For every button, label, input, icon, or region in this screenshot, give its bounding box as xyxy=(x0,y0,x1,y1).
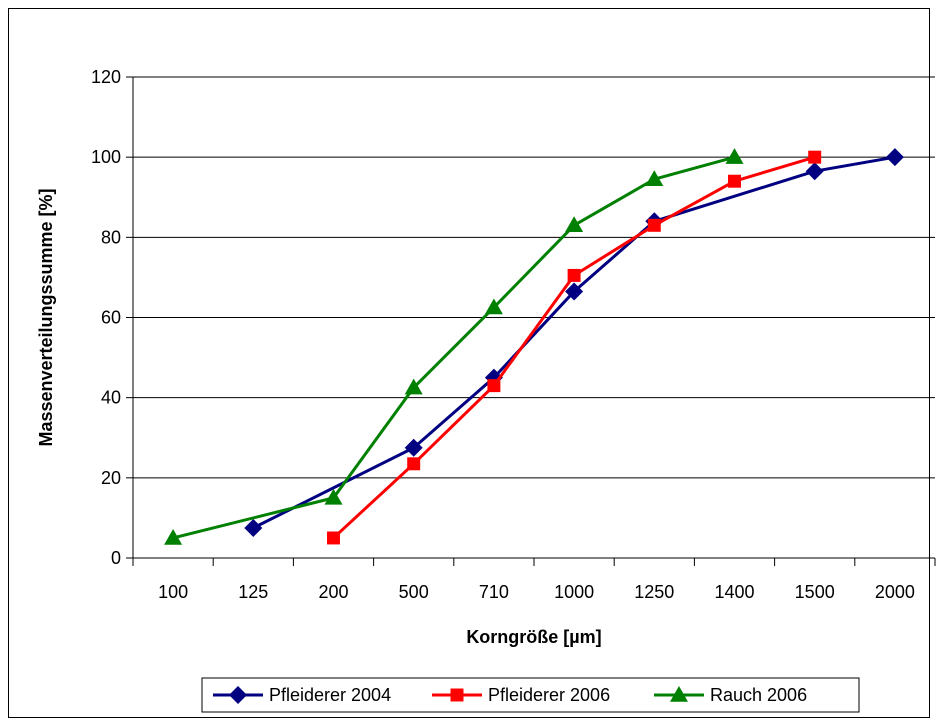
series-line xyxy=(332,155,816,540)
legend-swatch-marker xyxy=(450,688,464,702)
y-tick-label: 100 xyxy=(91,147,121,167)
legend-swatch-marker xyxy=(229,686,247,704)
series-0 xyxy=(244,148,904,537)
y-tick-label: 40 xyxy=(101,388,121,408)
x-tick-label: 1500 xyxy=(795,582,835,602)
x-tick-label: 1400 xyxy=(714,582,754,602)
series xyxy=(164,148,904,545)
y-tick-label: 0 xyxy=(111,548,121,568)
data-point xyxy=(885,148,904,167)
data-point xyxy=(164,528,183,545)
data-point xyxy=(244,518,263,537)
x-tick-label: 2000 xyxy=(875,582,915,602)
data-point xyxy=(484,298,503,315)
data-point xyxy=(647,218,661,232)
data-point xyxy=(728,174,741,188)
data-point xyxy=(565,216,584,233)
legend-box xyxy=(201,677,860,713)
data-point xyxy=(645,170,664,186)
data-point xyxy=(327,531,340,545)
series-2 xyxy=(164,148,744,545)
legend-label: Rauch 2006 xyxy=(710,685,807,705)
legend-label: Pfleiderer 2006 xyxy=(488,685,610,705)
x-axis-title: Korngröße [µm] xyxy=(466,627,601,647)
x-tick-label: 500 xyxy=(399,582,429,602)
legend-entry: Pfleiderer 2004 xyxy=(213,685,391,705)
data-point xyxy=(567,268,581,282)
series-line xyxy=(252,155,896,530)
y-tick-label: 20 xyxy=(101,468,121,488)
data-point xyxy=(805,162,824,181)
series-1 xyxy=(327,150,822,545)
x-tick-label: 710 xyxy=(479,582,509,602)
data-point xyxy=(404,378,423,395)
chart-frame xyxy=(8,8,930,718)
data-point xyxy=(407,457,421,471)
x-tick-label: 125 xyxy=(238,582,268,602)
y-tick-label: 60 xyxy=(101,308,121,328)
data-point xyxy=(487,379,501,393)
x-tick-label: 1250 xyxy=(634,582,674,602)
x-tick-label: 1000 xyxy=(554,582,594,602)
series-line xyxy=(172,155,735,540)
data-point xyxy=(404,438,423,457)
legend-entry: Pfleiderer 2006 xyxy=(432,685,610,705)
data-point xyxy=(725,148,744,164)
legend-swatch-marker xyxy=(670,686,688,702)
legend-label: Pfleiderer 2004 xyxy=(269,685,391,705)
data-point xyxy=(808,150,822,164)
tick-labels: 0 20 40 60 80 100 120 100 125 200 500 710 1000 1250 14… xyxy=(91,67,915,602)
legend: Pfleiderer 2004 Pfleiderer 2006 Rauch 2006 xyxy=(201,677,860,713)
data-point xyxy=(565,282,584,301)
y-tick-label: 80 xyxy=(101,227,121,247)
grid-lines xyxy=(133,76,935,479)
legend-entry: Rauch 2006 xyxy=(654,685,807,705)
x-tick-label: 200 xyxy=(318,582,348,602)
axes xyxy=(126,76,936,566)
y-tick-label: 120 xyxy=(91,67,121,87)
y-axis-title: Massenverteilungssumme [%] xyxy=(36,188,56,446)
x-tick-label: 100 xyxy=(158,582,188,602)
data-point xyxy=(324,488,343,505)
